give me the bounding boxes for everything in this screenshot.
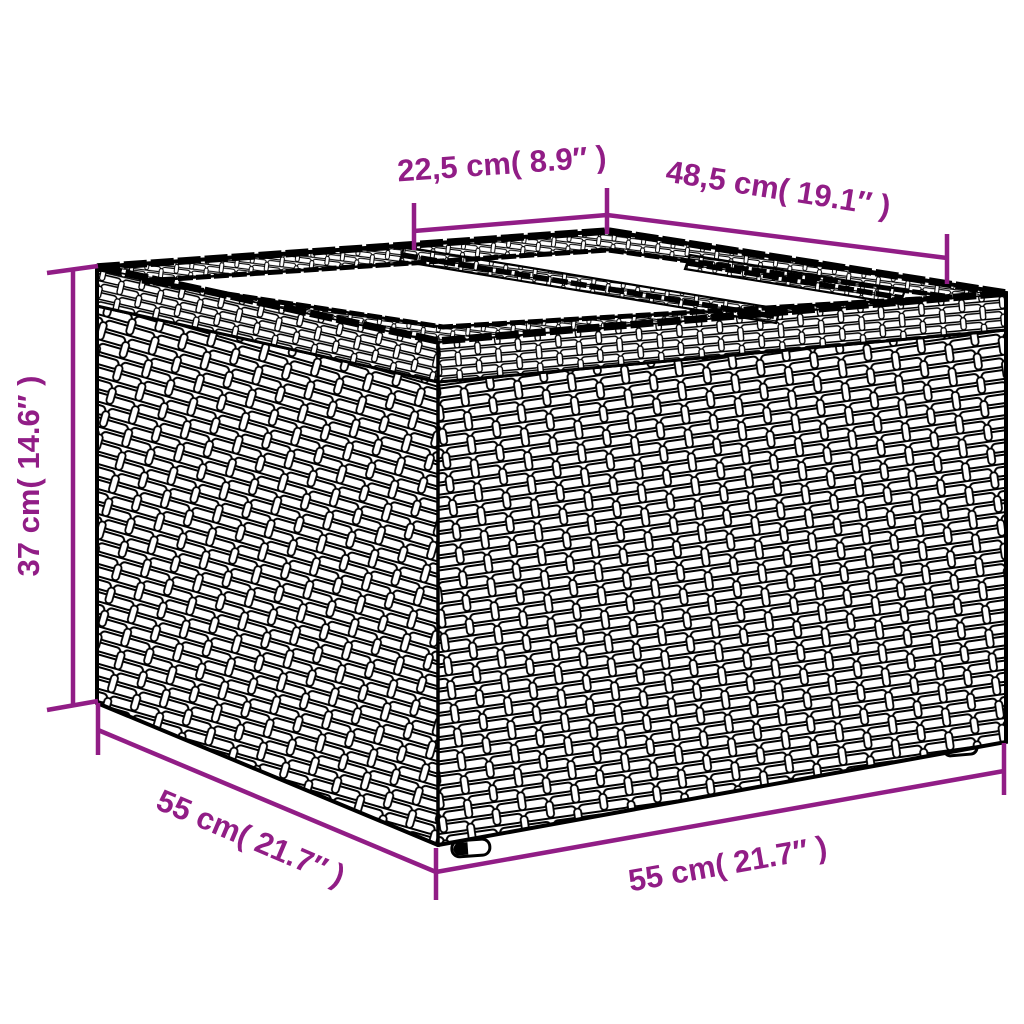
dimension-line	[413, 212, 608, 234]
dimension-line	[97, 727, 437, 875]
glass-divider-1-rope	[401, 252, 779, 320]
dimension-label-height: 37 cm( 14.6″ )	[11, 376, 46, 577]
dimension-line	[606, 212, 948, 261]
table-left-face	[95, 304, 440, 848]
dimension-label-bottom-front-width: 55 cm( 21.7″ )	[626, 829, 830, 898]
dimension-label-bottom-left-depth: 55 cm( 21.7″ )	[152, 783, 351, 894]
dimension-label-top-glass-width: 48,5 cm( 19.1″ )	[664, 154, 893, 224]
table-illustration	[95, 227, 1008, 859]
top-rim-rope-inner	[141, 247, 953, 330]
dimension-tick	[46, 698, 99, 713]
glass-divider-2-rope	[687, 260, 904, 301]
dimension-line	[435, 768, 1005, 875]
dimension-height: 37 cm( 14.6″ )	[11, 263, 99, 713]
table-right-face	[436, 328, 1008, 847]
dimension-tick	[46, 263, 99, 276]
dimension-label-top-panel-depth: 22,5 cm( 8.9″ )	[396, 139, 608, 189]
